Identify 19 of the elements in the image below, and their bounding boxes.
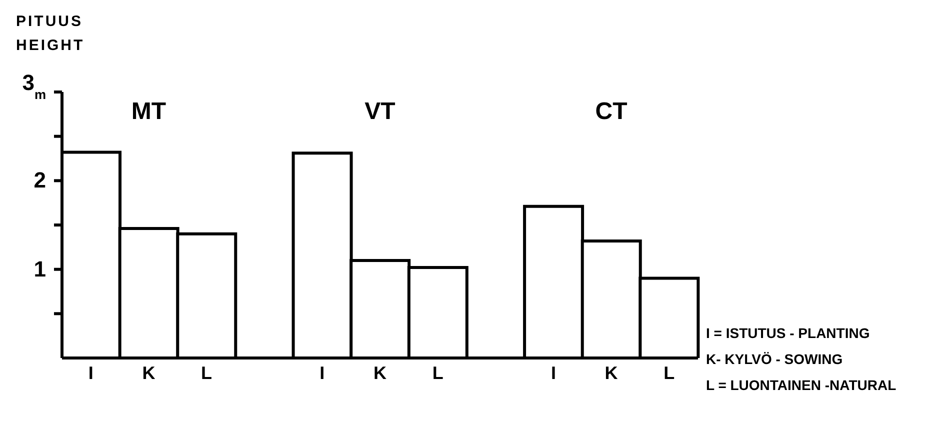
text: K- KYLVÖ - SOWING: [706, 350, 844, 369]
y-tick-label: 3$_{m}$: [22, 70, 46, 102]
y-tick-label: 2: [34, 168, 46, 193]
y-axis-title: PITUUS HEIGHT: [16, 12, 85, 56]
annotation: VT: [364, 98, 396, 126]
annotation: MT: [130, 98, 168, 126]
x-tick-label: I: [88, 362, 94, 383]
x-tick-label: K: [604, 362, 618, 383]
x-tick-label: I: [320, 362, 325, 383]
x-tick-label: K: [142, 362, 156, 383]
x-tick-label: K: [374, 362, 386, 383]
text: L = LUONTAINEN -NATURAL: [706, 376, 896, 395]
annotation: CT: [594, 98, 628, 126]
text: I = ISTUTUS - PLANTING: [706, 324, 871, 343]
x-tick-label: L: [201, 362, 212, 383]
x-tick-label: L: [664, 362, 675, 383]
x-tick-label: L: [432, 362, 444, 383]
x-tick-label: I: [550, 362, 556, 383]
y-tick-label: 1: [34, 256, 46, 282]
